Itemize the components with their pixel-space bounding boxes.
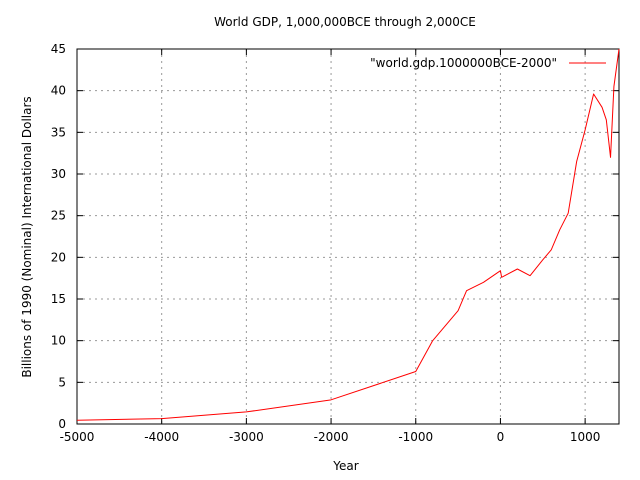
x-axis-tick-labels: -5000 -4000 -3000 -2000 -1000 0 1000 bbox=[60, 430, 601, 444]
y-axis-tick-labels: 0 5 10 15 20 25 30 35 40 45 bbox=[51, 42, 66, 431]
x-axis-label: Year bbox=[332, 459, 358, 473]
y-tick-label: 35 bbox=[51, 125, 66, 139]
axis-ticks bbox=[76, 48, 619, 425]
y-tick-label: 30 bbox=[51, 167, 66, 181]
y-axis-label: Billions of 1990 (Nominal) International… bbox=[20, 96, 34, 377]
series-line bbox=[76, 48, 620, 421]
chart-title: World GDP, 1,000,000BCE through 2,000CE bbox=[214, 15, 476, 29]
y-tick-label: 40 bbox=[51, 84, 66, 98]
x-tick-label: -3000 bbox=[229, 430, 264, 444]
x-tick-label: -4000 bbox=[144, 430, 179, 444]
x-tick-label: -2000 bbox=[314, 430, 349, 444]
y-tick-label: 5 bbox=[58, 375, 66, 389]
series-layer bbox=[76, 48, 620, 421]
plot-area bbox=[76, 48, 620, 425]
y-tick-label: 10 bbox=[51, 334, 66, 348]
x-tick-label: 1000 bbox=[570, 430, 601, 444]
y-tick-label: 45 bbox=[51, 42, 66, 56]
x-tick-label: 0 bbox=[497, 430, 505, 444]
grid-lines bbox=[77, 49, 619, 424]
legend-series-label: "world.gdp.1000000BCE-2000" bbox=[370, 56, 557, 70]
y-tick-label: 0 bbox=[58, 417, 66, 431]
y-tick-label: 15 bbox=[51, 292, 66, 306]
x-tick-label: -5000 bbox=[60, 430, 95, 444]
legend: "world.gdp.1000000BCE-2000" bbox=[370, 56, 606, 70]
y-tick-label: 25 bbox=[51, 209, 66, 223]
y-tick-label: 20 bbox=[51, 250, 66, 264]
x-tick-label: -1000 bbox=[398, 430, 433, 444]
